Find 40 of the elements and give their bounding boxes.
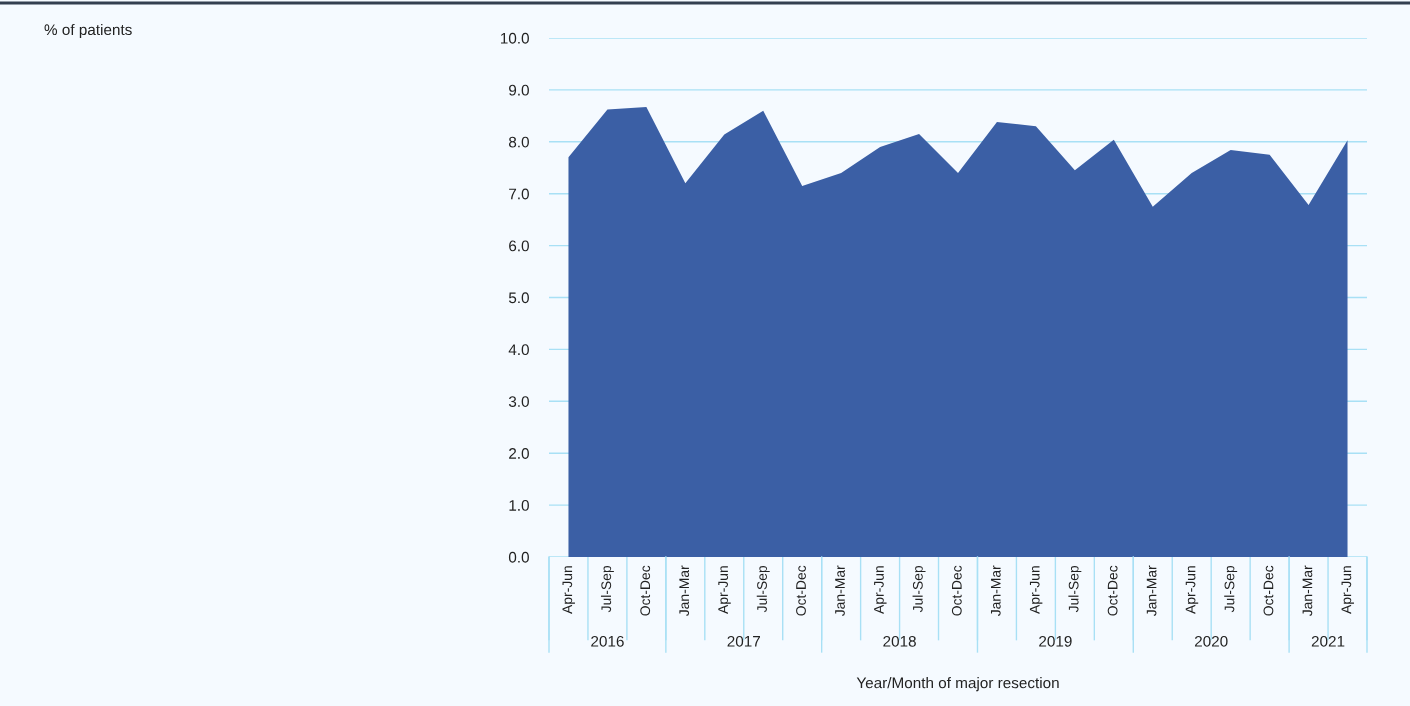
x-tick-label: Apr-Jun bbox=[1029, 566, 1043, 614]
x-tick-label: Oct-Dec bbox=[796, 565, 806, 616]
x-tick-label: Oct-Dec bbox=[1107, 565, 1118, 616]
x-tick-label: Jan-Mar bbox=[835, 565, 845, 617]
y-tick-label: 3.0 bbox=[508, 396, 529, 407]
y-tick-label: 4.0 bbox=[508, 344, 529, 356]
y-tick-label: 10.0 bbox=[500, 32, 529, 44]
y-tick-label: 5.0 bbox=[508, 292, 529, 304]
x-tick-label: Oct-Dec bbox=[640, 565, 651, 616]
x-tick-label: Apr-Jun bbox=[718, 566, 731, 614]
text: 2016 bbox=[591, 635, 624, 647]
y-tick-label: 9.0 bbox=[509, 84, 529, 96]
x-tick-label: Jan-Mar bbox=[679, 565, 690, 617]
x-tick-label: Jan-Mar bbox=[1146, 565, 1157, 617]
text: 2019 bbox=[1039, 635, 1072, 647]
x-axis-title: Year/Month of major resection bbox=[856, 677, 1059, 692]
x-tick-label: Jan-Mar bbox=[1302, 565, 1313, 617]
x-tick-label: Jul-Sep bbox=[912, 565, 926, 613]
x-tick-label: Jul-Sep bbox=[1068, 565, 1082, 613]
y-tick-label: 1.0 bbox=[509, 499, 529, 511]
x-tick-label: Apr-Jun bbox=[1185, 566, 1199, 614]
y-tick-label: 0.0 bbox=[508, 551, 529, 563]
text: 2021 bbox=[1311, 635, 1345, 647]
x-tick-label: Oct-Dec bbox=[1263, 565, 1274, 616]
y-tick-label: 8.0 bbox=[508, 136, 529, 148]
y-tick-label: 6.0 bbox=[509, 240, 529, 252]
x-tick-label: Apr-Jun bbox=[874, 566, 887, 614]
text: 2018 bbox=[883, 635, 916, 647]
text: % of patients bbox=[44, 23, 132, 39]
x-tick-label: Jul-Sep bbox=[756, 565, 770, 613]
x-tick-label: Jul-Sep bbox=[1224, 565, 1238, 613]
y-tick-label: 2.0 bbox=[509, 448, 529, 459]
x-tick-label: Apr-Jun bbox=[1341, 566, 1354, 614]
text: 2020 bbox=[1194, 635, 1228, 647]
x-tick-label: Oct-Dec bbox=[951, 565, 962, 616]
x-tick-label: Apr-Jun bbox=[562, 566, 575, 614]
x-tick-label: Jan-Mar bbox=[990, 565, 1001, 617]
y-tick-label: 7.0 bbox=[509, 188, 529, 200]
x-tick-label: Jul-Sep bbox=[600, 565, 614, 613]
text: 2017 bbox=[727, 635, 760, 647]
